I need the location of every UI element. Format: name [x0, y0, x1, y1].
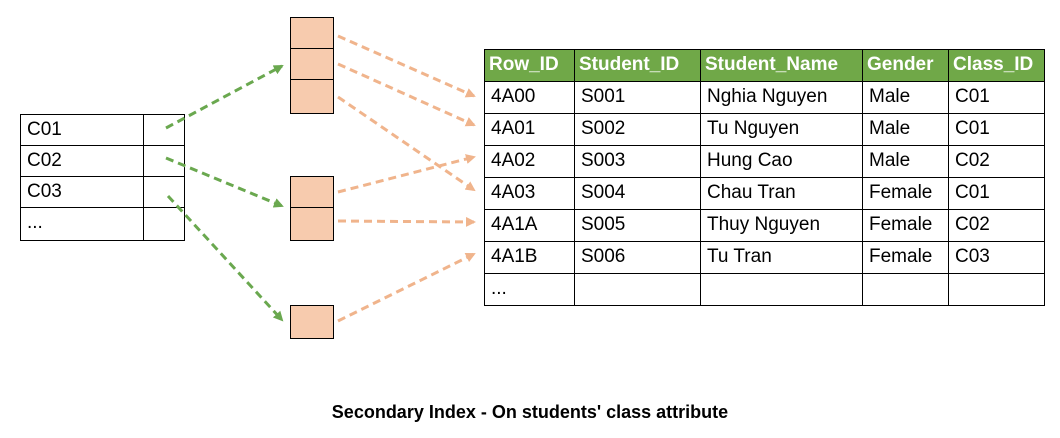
- class-id-cell: C02: [948, 145, 1045, 179]
- row-id-cell: 4A00: [484, 81, 576, 115]
- class-id-cell: C02: [948, 209, 1045, 243]
- index-key-cell: C02: [20, 145, 145, 178]
- index-pointer-cell: [143, 145, 185, 178]
- student-id-cell: S006: [574, 241, 702, 275]
- column-header-student-id: Student_ID: [574, 49, 702, 83]
- row-id-cell: 4A02: [484, 145, 576, 179]
- row-id-cell: 4A1A: [484, 209, 576, 243]
- pointer-bucket: [290, 305, 334, 339]
- row-pointer-arrow: [337, 216, 476, 227]
- gender-cell: Male: [862, 113, 950, 147]
- pointer-bucket: [290, 17, 334, 50]
- student-name-cell: Tu Nguyen: [700, 113, 864, 147]
- column-header-student-name: Student_Name: [700, 49, 864, 83]
- pointer-bucket: [290, 79, 334, 114]
- row-id-cell: ...: [484, 273, 576, 306]
- index-key-cell: C01: [20, 114, 145, 147]
- student-name-cell: Nghia Nguyen: [700, 81, 864, 115]
- column-header-row-id: Row_ID: [484, 49, 576, 83]
- class-id-cell: C03: [948, 241, 1045, 275]
- student-id-cell: S002: [574, 113, 702, 147]
- row-pointer-arrow: [337, 95, 476, 192]
- class-id-cell: C01: [948, 81, 1045, 115]
- student-name-cell: Chau Tran: [700, 177, 864, 211]
- row-id-cell: 4A1B: [484, 241, 576, 275]
- student-name-cell: Tu Tran: [700, 241, 864, 275]
- index-key-cell: ...: [20, 207, 145, 241]
- student-name-cell: [700, 273, 864, 306]
- index-pointer-cell: [143, 114, 185, 147]
- student-id-cell: [574, 273, 702, 306]
- column-header-class-id: Class_ID: [948, 49, 1045, 83]
- gender-cell: Female: [862, 241, 950, 275]
- row-pointer-arrow: [337, 252, 476, 323]
- gender-cell: Male: [862, 81, 950, 115]
- row-id-cell: 4A03: [484, 177, 576, 211]
- row-pointer-arrow: [337, 154, 476, 194]
- row-id-cell: 4A01: [484, 113, 576, 147]
- student-id-cell: S004: [574, 177, 702, 211]
- diagram-caption: Secondary Index - On students' class att…: [331, 402, 729, 422]
- gender-cell: Female: [862, 209, 950, 243]
- pointer-bucket: [290, 207, 334, 241]
- student-id-cell: S003: [574, 145, 702, 179]
- column-header-gender: Gender: [862, 49, 950, 83]
- pointer-bucket: [290, 176, 334, 209]
- row-pointer-arrow: [337, 62, 476, 127]
- student-id-cell: S005: [574, 209, 702, 243]
- gender-cell: Male: [862, 145, 950, 179]
- pointer-bucket: [290, 48, 334, 81]
- student-id-cell: S001: [574, 81, 702, 115]
- index-pointer-cell: [143, 207, 185, 241]
- index-key-cell: C03: [20, 176, 145, 209]
- gender-cell: Female: [862, 177, 950, 211]
- class-id-cell: C01: [948, 113, 1045, 147]
- student-name-cell: Thuy Nguyen: [700, 209, 864, 243]
- student-name-cell: Hung Cao: [700, 145, 864, 179]
- class-id-cell: [948, 273, 1045, 306]
- index-arrow-c03: [166, 194, 284, 322]
- class-id-cell: C01: [948, 177, 1045, 211]
- row-pointer-arrow: [337, 34, 476, 98]
- index-pointer-cell: [143, 176, 185, 209]
- gender-cell: [862, 273, 950, 306]
